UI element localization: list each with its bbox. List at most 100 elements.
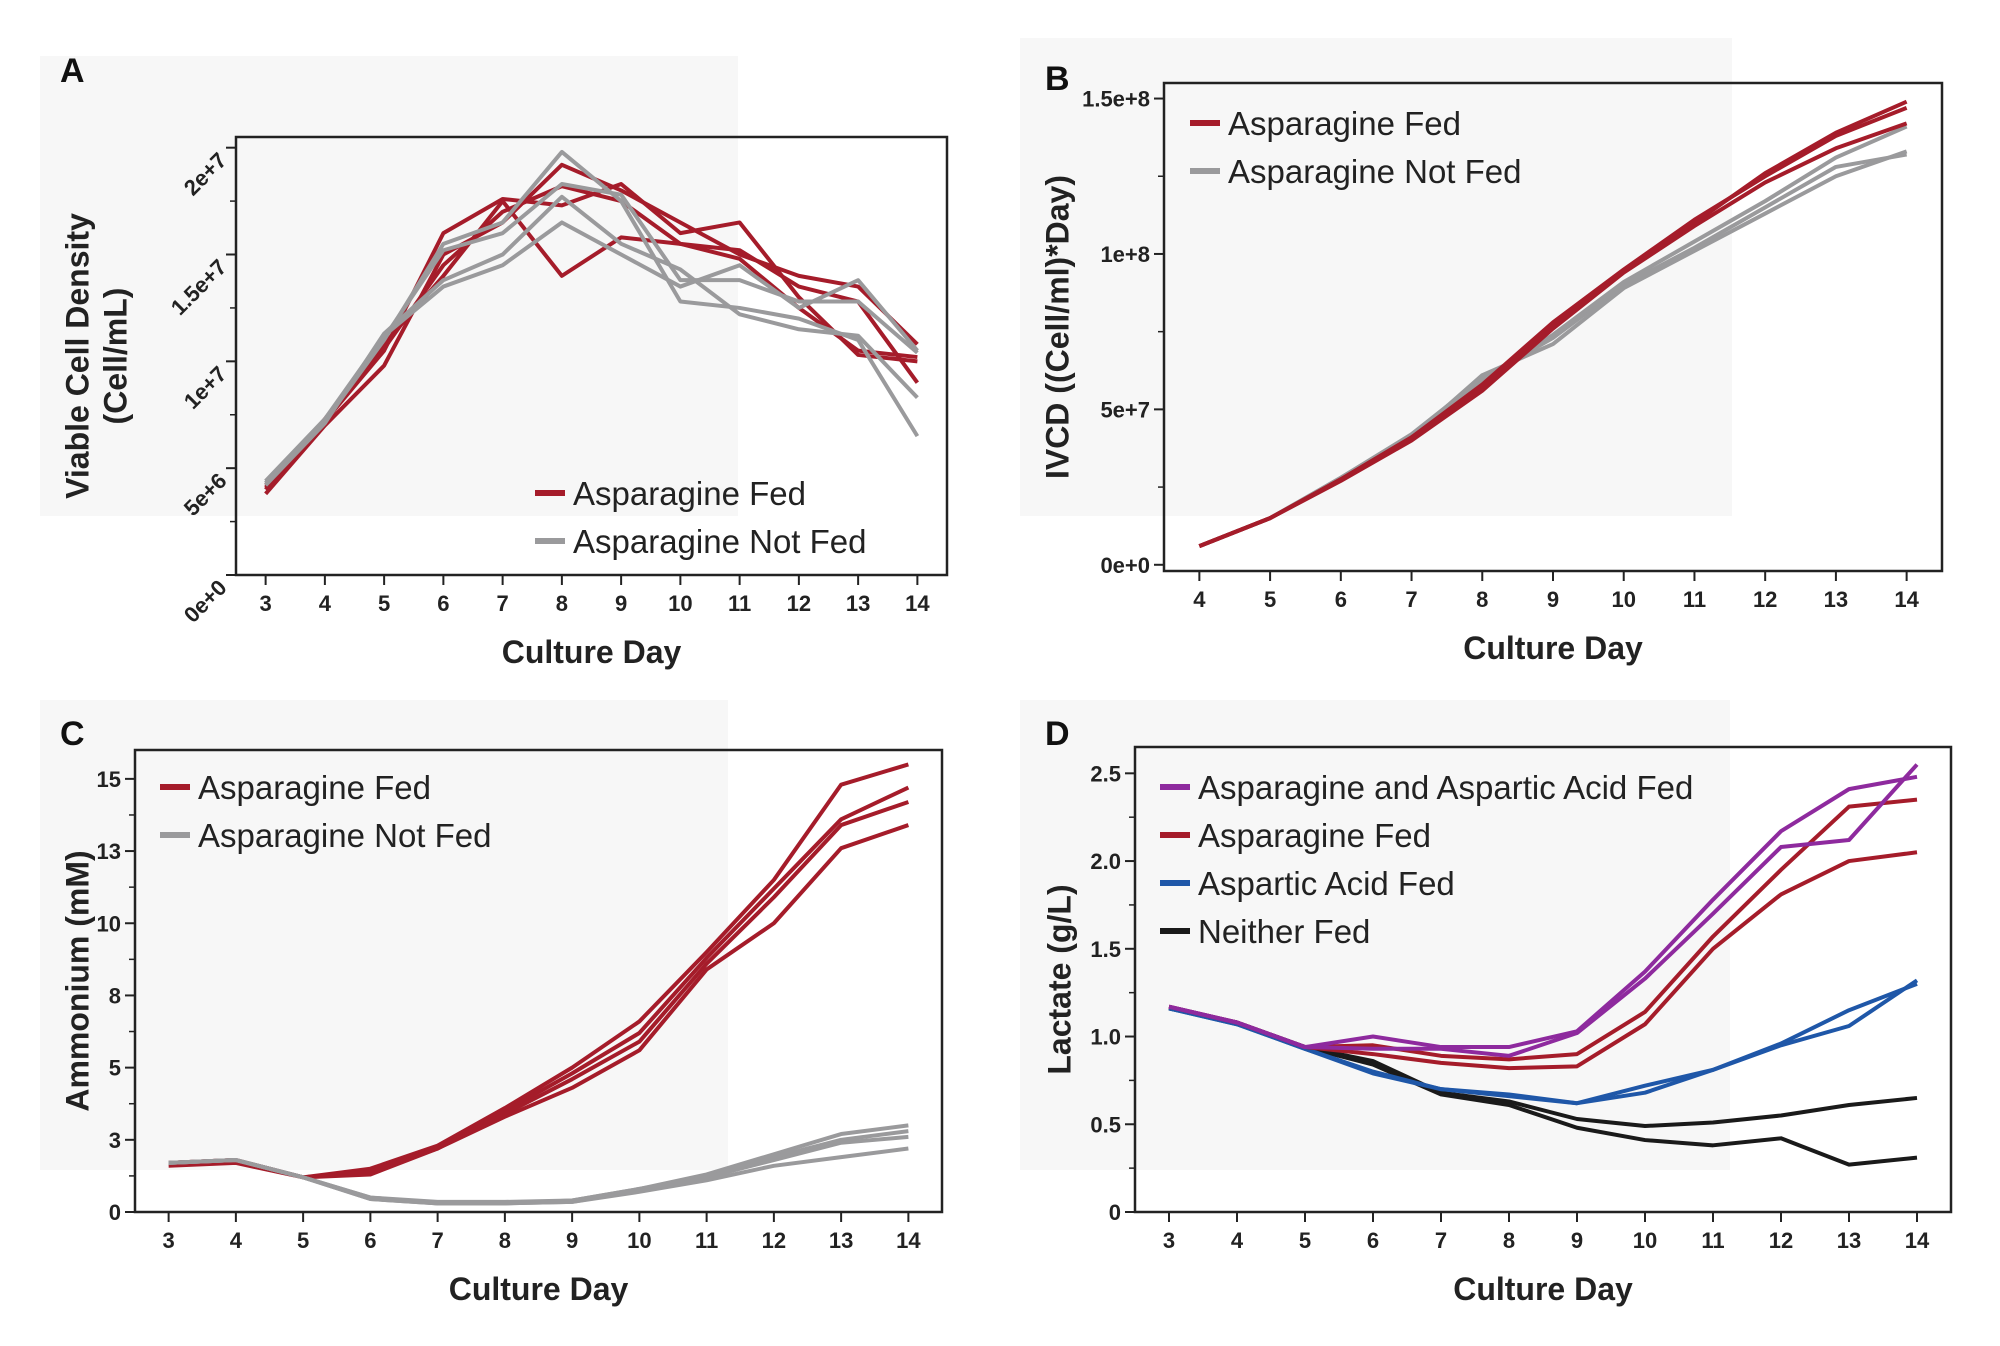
legend-label: Neither Fed xyxy=(1198,913,1370,950)
series-line-asparagine-not-fed xyxy=(264,182,919,485)
series-line-asparagine-fed xyxy=(264,184,918,489)
legend-label: Asparagine Not Fed xyxy=(198,817,492,854)
series-line-asparagine-fed xyxy=(168,823,910,1180)
y-axis-label: (Cell/mL) xyxy=(97,288,133,425)
panel-a: A 3 4 5 6 7 8 9 10 11 12 13 14 0e+0 5e+6 1e+7 1.5e+7 2e+7… xyxy=(59,52,949,670)
panel-label: C xyxy=(60,715,85,753)
x-tick-label: 12 xyxy=(762,1228,786,1253)
x-axis-label: Culture Day xyxy=(1463,630,1643,666)
panel-label: B xyxy=(1045,60,1070,98)
x-tick-label: 3 xyxy=(163,1228,175,1253)
series-line-asparagine-fed xyxy=(264,199,919,491)
series-line-asparagine-not-fed xyxy=(1198,152,1907,548)
x-tick-label: 8 xyxy=(1503,1228,1515,1253)
x-tick-label: 7 xyxy=(1435,1228,1447,1253)
legend: Asparagine Fed Asparagine Not Fed xyxy=(1190,105,1522,190)
x-tick-label: 11 xyxy=(1701,1228,1724,1253)
y-tick-label: 1.5 xyxy=(1090,937,1121,962)
x-axis-label: Culture Day xyxy=(449,1271,629,1307)
plot-frame xyxy=(234,135,949,577)
y-tick-label: 1.5e+8 xyxy=(1082,87,1150,112)
panel-d: D 3 4 5 6 7 8 9 10 11 12 13 14 0 0.5 1.0 1.5 2.0 2.5 Cultur… xyxy=(1041,715,1953,1307)
y-tick-label: 2.0 xyxy=(1090,849,1121,874)
x-tick-label: 13 xyxy=(829,1228,853,1253)
x-tick-label: 14 xyxy=(905,591,930,616)
x-tick-label: 6 xyxy=(1367,1228,1379,1253)
series-line-asparagine-not-fed xyxy=(168,1146,909,1206)
legend: Asparagine Fed Asparagine Not Fed xyxy=(535,475,867,560)
legend-label: Aspartic Acid Fed xyxy=(1198,865,1455,902)
y-axis-label: Ammonium (mM) xyxy=(59,850,95,1111)
series-line-asparagine-fed xyxy=(1198,99,1908,548)
x-tick-label: 12 xyxy=(787,591,811,616)
x-tick-label: 9 xyxy=(1547,587,1559,612)
x-tick-label: 6 xyxy=(1335,587,1347,612)
x-tick-label: 12 xyxy=(1753,587,1777,612)
x-tick-label: 10 xyxy=(627,1228,651,1253)
series-line-asparagine-fed xyxy=(168,800,910,1180)
y-tick-label: 1e+7 xyxy=(179,361,232,414)
x-tick-label: 5 xyxy=(297,1228,309,1253)
y-axis-label: Lactate (g/L) xyxy=(1041,884,1077,1074)
x-tick-label: 11 xyxy=(1683,587,1706,612)
x-tick-label: 7 xyxy=(432,1228,444,1253)
x-tick-label: 7 xyxy=(497,591,509,616)
x-tick-label: 9 xyxy=(1571,1228,1583,1253)
x-tick-label: 6 xyxy=(364,1228,376,1253)
x-tick-label: 3 xyxy=(260,591,272,616)
series-line-asparagine-not-fed xyxy=(1198,149,1908,548)
x-axis-label: Culture Day xyxy=(502,634,682,670)
series-line-asparagine-not-fed xyxy=(168,1129,909,1206)
panel-b: B 4 5 6 7 8 9 10 11 12 13 14 0e+0 5e+7 1e+8 1.5e+8 Cultu… xyxy=(1039,60,1944,666)
y-tick-label: 0e+0 xyxy=(179,575,232,628)
legend-label: Asparagine Fed xyxy=(1228,105,1461,142)
legend-label: Asparagine Fed xyxy=(198,769,431,806)
x-tick-label: 7 xyxy=(1405,587,1417,612)
y-tick-label: 1.0 xyxy=(1090,1025,1121,1050)
legend: Asparagine Fed Asparagine Not Fed xyxy=(160,769,492,854)
x-tick-label: 6 xyxy=(437,591,449,616)
x-tick-label: 10 xyxy=(1633,1228,1657,1253)
series-line-asparagine-not-fed xyxy=(264,220,919,483)
y-tick-label: 0 xyxy=(109,1200,121,1225)
x-tick-label: 3 xyxy=(1163,1228,1175,1253)
x-tick-label: 9 xyxy=(566,1228,578,1253)
panel-d-background xyxy=(1020,700,1730,1170)
y-tick-label: 1.5e+7 xyxy=(166,254,232,320)
x-tick-label: 5 xyxy=(1299,1228,1311,1253)
y-tick-label: 1e+8 xyxy=(1100,242,1150,267)
x-tick-label: 5 xyxy=(378,591,390,616)
x-tick-label: 14 xyxy=(896,1228,921,1253)
x-tick-label: 4 xyxy=(230,1228,243,1253)
x-tick-label: 13 xyxy=(1824,587,1848,612)
legend-label: Asparagine Fed xyxy=(573,475,806,512)
x-axis-label: Culture Day xyxy=(1453,1271,1633,1307)
x-tick-label: 4 xyxy=(1193,587,1206,612)
series-line-asparagine-and-aspartic-acid-fed xyxy=(1168,763,1919,1058)
plot-frame xyxy=(1133,745,1953,1214)
y-tick-label: 0.5 xyxy=(1090,1112,1121,1137)
x-tick-label: 13 xyxy=(1837,1228,1861,1253)
legend-label: Asparagine Fed xyxy=(1198,817,1431,854)
y-tick-label: 8 xyxy=(109,983,121,1008)
x-tick-label: 9 xyxy=(615,591,627,616)
y-tick-label: 13 xyxy=(97,839,121,864)
x-tick-label: 12 xyxy=(1769,1228,1793,1253)
x-tick-label: 8 xyxy=(499,1228,511,1253)
x-tick-label: 10 xyxy=(668,591,692,616)
x-tick-label: 11 xyxy=(728,591,751,616)
y-tick-label: 0e+0 xyxy=(1100,553,1150,578)
x-tick-label: 11 xyxy=(695,1228,718,1253)
y-tick-label: 5e+7 xyxy=(1100,397,1150,422)
panel-c-background xyxy=(40,700,728,1170)
panel-a-background xyxy=(40,56,738,516)
panel-label: D xyxy=(1045,715,1070,753)
plot-frame xyxy=(133,748,944,1214)
x-tick-label: 4 xyxy=(319,591,332,616)
y-tick-label: 5 xyxy=(109,1056,121,1081)
series-line-asparagine-fed xyxy=(264,162,919,496)
y-tick-label: 0 xyxy=(1109,1200,1121,1225)
y-tick-label: 2.5 xyxy=(1090,761,1121,786)
